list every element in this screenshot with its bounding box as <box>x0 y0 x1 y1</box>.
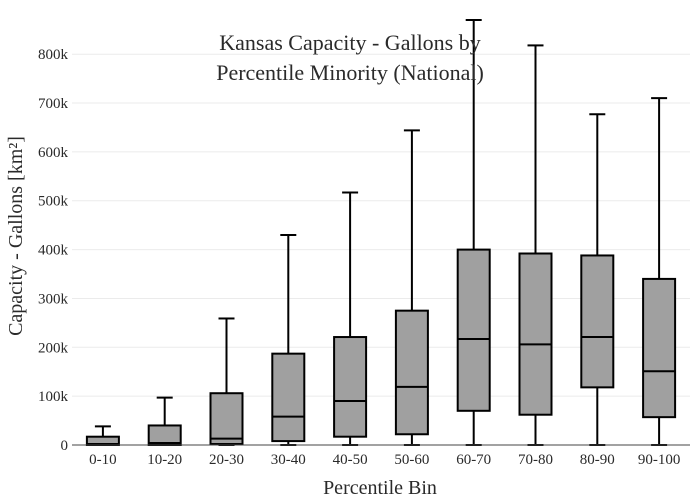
chart-title-line-2: Percentile Minority (National) <box>216 60 484 85</box>
box-20-30 <box>209 317 244 446</box>
y-tick-label: 300k <box>38 291 69 307</box>
box-iqr <box>271 352 306 443</box>
x-tick-labels: 0-10 10-20 20-30 30-40 40-50 50-60 60-70 70-80 8… <box>89 452 680 468</box>
box-iqr <box>456 248 491 412</box>
x-tick-label: 80-90 <box>580 452 615 468</box>
box-30-40 <box>271 233 306 446</box>
box-70-80 <box>518 44 553 446</box>
box-iqr <box>518 252 553 416</box>
x-tick-label: 70-80 <box>518 452 553 468</box>
x-tick-label: 0-10 <box>89 452 117 468</box>
y-tick-label: 200k <box>38 340 69 356</box>
y-tick-label: 400k <box>38 243 69 259</box>
x-tick-label: 40-50 <box>333 452 368 468</box>
box-iqr <box>580 254 615 389</box>
box-80-90 <box>580 113 615 446</box>
box-iqr <box>209 392 244 446</box>
box-iqr <box>642 277 677 419</box>
x-tick-label: 20-30 <box>209 452 244 468</box>
box-90-100 <box>642 97 677 446</box>
y-tick-labels: 0 100k 200k 300k 400k 500k 600k 700k 800k <box>38 47 69 454</box>
y-axis-title: Capacity - Gallons [km²] <box>5 136 27 336</box>
x-tick-label: 50-60 <box>394 452 429 468</box>
y-tick-label: 500k <box>38 194 69 210</box>
x-tick-label: 30-40 <box>271 452 306 468</box>
box-60-70 <box>456 19 491 446</box>
box-iqr <box>394 309 429 436</box>
y-tick-label: 600k <box>38 145 69 161</box>
x-tick-label: 60-70 <box>456 452 491 468</box>
y-tick-label: 100k <box>38 389 69 405</box>
y-tick-label: 0 <box>61 438 69 454</box>
box-iqr <box>333 336 368 438</box>
x-axis-title: Percentile Bin <box>323 477 437 499</box>
x-tick-label: 10-20 <box>147 452 182 468</box>
box-10-20 <box>147 396 182 447</box>
box-40-50 <box>333 191 368 446</box>
box-0-10 <box>85 425 120 447</box>
y-tick-label: 800k <box>38 47 69 63</box>
chart-title-line-1: Kansas Capacity - Gallons by <box>219 30 481 55</box>
grid-layer <box>72 53 690 397</box>
box-50-60 <box>394 129 429 446</box>
y-tick-label: 700k <box>38 96 69 112</box>
x-tick-label: 90-100 <box>638 452 681 468</box>
